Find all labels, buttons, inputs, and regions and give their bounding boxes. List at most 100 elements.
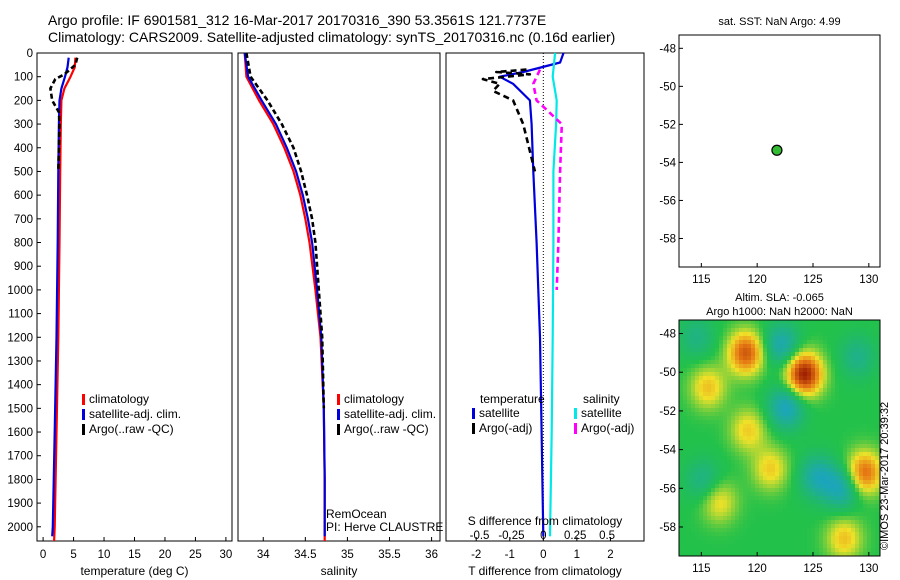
sla-cell bbox=[863, 528, 867, 532]
sla-cell bbox=[815, 352, 819, 356]
sla-cell bbox=[727, 444, 731, 448]
sla-cell bbox=[831, 388, 835, 392]
series-line bbox=[51, 57, 70, 537]
sla-cell bbox=[779, 544, 783, 548]
sla-cell bbox=[755, 336, 759, 340]
sla-cell bbox=[827, 384, 831, 388]
sla-cell bbox=[687, 380, 691, 384]
sla-cell bbox=[815, 436, 819, 440]
sla-cell bbox=[815, 360, 819, 364]
sla-cell bbox=[707, 456, 711, 460]
sla-cell bbox=[867, 488, 871, 492]
sla-cell bbox=[815, 520, 819, 524]
sla-cell bbox=[763, 388, 767, 392]
sla-cell bbox=[703, 340, 707, 344]
sla-cell bbox=[719, 504, 723, 508]
sla-cell bbox=[719, 320, 723, 324]
sla-cell bbox=[735, 380, 739, 384]
sla-cell bbox=[751, 360, 755, 364]
sla-cell bbox=[851, 372, 855, 376]
sla-cell bbox=[771, 524, 775, 528]
sla-cell bbox=[799, 428, 803, 432]
sla-cell bbox=[687, 508, 691, 512]
sla-cell bbox=[731, 368, 735, 372]
sla-cell bbox=[679, 460, 683, 464]
sla-cell bbox=[711, 544, 715, 548]
sla-cell bbox=[783, 516, 787, 520]
sla-cell bbox=[839, 536, 843, 540]
sla-cell bbox=[819, 532, 823, 536]
sla-cell bbox=[687, 468, 691, 472]
sla-cell bbox=[743, 348, 747, 352]
sla-cell bbox=[695, 348, 699, 352]
sla-cell bbox=[835, 356, 839, 360]
sla-cell bbox=[747, 332, 751, 336]
sla-cell bbox=[807, 500, 811, 504]
sla-cell bbox=[787, 468, 791, 472]
sla-cell bbox=[699, 440, 703, 444]
sla-cell bbox=[743, 360, 747, 364]
sla-cell bbox=[747, 460, 751, 464]
sla-cell bbox=[739, 388, 743, 392]
sla-cell bbox=[843, 336, 847, 340]
sla-cell bbox=[783, 404, 787, 408]
sla-cell bbox=[703, 364, 707, 368]
sla-cell bbox=[787, 404, 791, 408]
sla-cell bbox=[875, 384, 879, 388]
sla-cell bbox=[815, 328, 819, 332]
sla-cell bbox=[795, 364, 799, 368]
sla-cell bbox=[723, 392, 727, 396]
sla-cell bbox=[819, 436, 823, 440]
sla-cell bbox=[727, 512, 731, 516]
sla-cell bbox=[855, 428, 859, 432]
sla-cell bbox=[871, 424, 875, 428]
sla-cell bbox=[715, 452, 719, 456]
sla-cell bbox=[683, 488, 687, 492]
sla-cell bbox=[795, 456, 799, 460]
sla-cell bbox=[707, 368, 711, 372]
sla-cell bbox=[823, 540, 827, 544]
sla-cell bbox=[855, 332, 859, 336]
sla-cell bbox=[699, 368, 703, 372]
sla-cell bbox=[707, 324, 711, 328]
sla-cell bbox=[767, 456, 771, 460]
s-tick-label: 0 bbox=[540, 530, 546, 542]
sla-cell bbox=[791, 328, 795, 332]
sla-cell bbox=[875, 504, 879, 508]
sla-cell bbox=[775, 456, 779, 460]
x-tick-label: -2 bbox=[471, 549, 481, 561]
sla-cell bbox=[827, 332, 831, 336]
sla-cell bbox=[847, 424, 851, 428]
sla-cell bbox=[787, 524, 791, 528]
sla-cell bbox=[683, 324, 687, 328]
sla-cell bbox=[747, 384, 751, 388]
sla-cell bbox=[711, 416, 715, 420]
sla-cell bbox=[703, 544, 707, 548]
sla-cell bbox=[863, 512, 867, 516]
sla-cell bbox=[823, 328, 827, 332]
sla-cell bbox=[771, 344, 775, 348]
sla-cell bbox=[719, 464, 723, 468]
legend-label: Argo(..raw -QC) bbox=[89, 422, 174, 436]
sla-cell bbox=[727, 408, 731, 412]
sla-cell bbox=[699, 512, 703, 516]
sla-cell bbox=[723, 332, 727, 336]
sla-cell bbox=[715, 536, 719, 540]
sla-cell bbox=[835, 540, 839, 544]
sla-cell bbox=[719, 440, 723, 444]
sla-cell bbox=[679, 440, 683, 444]
sla-cell bbox=[767, 396, 771, 400]
sla-cell bbox=[855, 368, 859, 372]
sla-cell bbox=[735, 484, 739, 488]
sla-cell bbox=[863, 368, 867, 372]
sla-cell bbox=[691, 452, 695, 456]
sla-cell bbox=[747, 372, 751, 376]
imos-credit: ©IMOS 23-Mar-2017 20:39:32 bbox=[879, 402, 891, 550]
sla-cell bbox=[787, 508, 791, 512]
sla-cell bbox=[743, 484, 747, 488]
sla-cell bbox=[855, 488, 859, 492]
sla-cell bbox=[855, 344, 859, 348]
sla-cell bbox=[679, 432, 683, 436]
sla-cell bbox=[735, 432, 739, 436]
sla-cell bbox=[827, 352, 831, 356]
